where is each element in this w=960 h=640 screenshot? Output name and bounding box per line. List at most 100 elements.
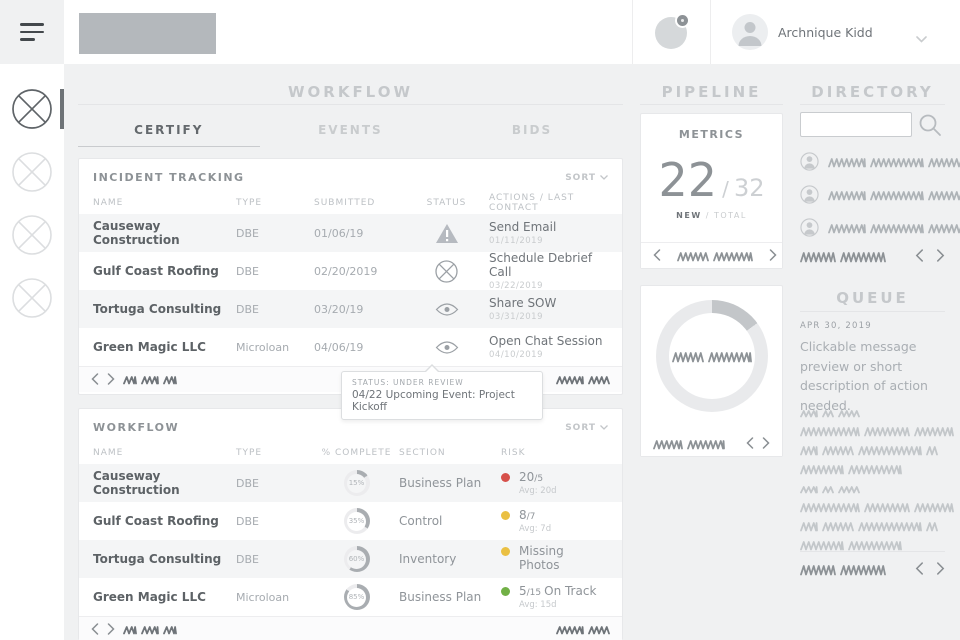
status-tooltip: STATUS: UNDER REVIEW 04/22 Upcoming Even… [341,364,543,420]
prev-page-icon[interactable] [653,246,661,265]
risk-value: 8 [519,508,527,522]
scribble-text [123,374,177,385]
sort-control[interactable]: SORT [565,423,608,433]
next-page-icon[interactable] [762,434,770,453]
queue-pagination [800,560,945,579]
tab-certify[interactable]: CERTIFY [78,123,260,147]
last-contact-date: 01/11/2019 [489,236,543,246]
company-name: Gulf Coast Roofing [93,514,219,528]
queue-section-title: QUEUE [836,289,909,307]
col-name: NAME [93,448,124,458]
directory-list-item[interactable] [800,218,960,237]
user-avatar[interactable] [732,14,768,50]
scribble-text [828,189,960,201]
table-row[interactable]: Tortuga Consulting DBE 60% Inventory Mis… [79,540,622,578]
person-icon [800,218,819,237]
progress-donut: 15% [343,470,370,496]
table-row[interactable]: Causeway Construction DBE 01/06/19 Send … [79,214,622,252]
prev-page-icon[interactable] [746,434,754,453]
sidebar-item-4-circle-x-icon[interactable] [11,277,53,319]
next-page-icon[interactable] [107,620,115,639]
scribble-text [556,374,610,385]
section-value: Business Plan [399,590,482,604]
action-link[interactable]: Open Chat Session [489,334,603,348]
queue-message-preview[interactable] [800,408,954,475]
scribble-text [653,438,725,450]
action-link[interactable]: Share SOW [489,296,557,310]
person-icon [738,22,762,46]
scribble-text [671,350,752,363]
directory-list-item[interactable] [800,152,960,171]
warning-triangle-icon[interactable] [414,223,479,244]
sidebar-item-1-circle-x-icon[interactable] [11,88,53,130]
search-input[interactable] [800,112,912,137]
company-name: Tortuga Consulting [93,552,222,566]
scribble-text [828,156,960,168]
submitted-date: 02/20/2019 [314,264,378,278]
company-name: Green Magic LLC [93,590,206,604]
directory-pagination [800,247,945,266]
scribble-text [677,250,753,262]
sidebar-item-3-circle-x-icon[interactable] [11,214,53,256]
top-bar: Archnique Kidd [0,0,960,64]
risk-dot [501,547,510,556]
action-link[interactable]: Send Email [489,220,557,234]
company-name: Causeway Construction [93,219,180,247]
metrics-labels: NEW / TOTAL [641,211,782,220]
last-contact-date: 03/31/2019 [489,312,543,322]
submitted-date: 04/06/19 [314,340,364,354]
card-title: INCIDENT TRACKING [93,171,245,184]
table-row[interactable]: Causeway Construction DBE 15% Business P… [79,464,622,502]
pagination-bar [641,242,782,268]
action-link[interactable]: Schedule Debrief Call [489,251,593,279]
hamburger-menu-icon[interactable] [0,0,64,64]
total-label: TOTAL [713,211,747,220]
risk-dot [501,473,510,482]
prev-page-icon[interactable] [91,620,99,639]
divider [800,104,945,105]
queue-message-preview[interactable]: Clickable message preview or short descr… [800,339,928,413]
eye-icon[interactable] [414,302,479,316]
user-name[interactable]: Archnique Kidd [778,24,873,40]
directory-section-title: DIRECTORY [811,83,934,101]
next-page-icon[interactable] [769,246,777,265]
column-headers: NAME TYPE SUBMITTED STATUS ACTIONS / LAS… [79,192,622,214]
scribble-text [123,624,177,635]
scribble-text [800,520,954,532]
table-row[interactable]: Gulf Coast Roofing DBE 35% Control 8/7 A… [79,502,622,540]
table-row[interactable]: Tortuga Consulting DBE 03/20/19 Share SO… [79,290,622,328]
chevron-down-icon[interactable] [916,28,927,47]
directory-list-item[interactable] [800,185,960,204]
table-row[interactable]: Gulf Coast Roofing DBE 02/20/2019 Schedu… [79,251,622,291]
company-name: Green Magic LLC [93,340,206,354]
type-value: DBE [236,476,259,490]
percent-label: 60% [347,549,366,569]
sort-control[interactable]: SORT [565,173,608,183]
queue-message-preview[interactable] [800,484,954,551]
next-page-icon[interactable] [936,247,945,266]
search-icon[interactable] [918,113,942,141]
divider [640,104,783,105]
type-value: DBE [236,514,259,528]
table-row[interactable]: Green Magic LLC Microloan 85% Business P… [79,578,622,616]
next-page-icon[interactable] [107,370,115,389]
tab-bids[interactable]: BIDS [511,123,553,137]
prev-page-icon[interactable] [91,370,99,389]
notifications-button[interactable] [655,13,690,49]
table-row[interactable]: Green Magic LLC Microloan 04/06/19 Open … [79,328,622,366]
section-value: Business Plan [399,476,482,490]
tab-bar: CERTIFY EVENTS BIDS [78,123,623,147]
next-page-icon[interactable] [936,560,945,579]
circle-x-icon[interactable] [414,259,479,283]
prev-page-icon[interactable] [915,560,924,579]
scribble-text [800,501,954,513]
section-value: Control [399,514,443,528]
separator: / [705,211,710,220]
sidebar-item-2-circle-x-icon[interactable] [11,151,53,193]
separator: / [722,177,729,201]
eye-icon[interactable] [414,340,479,354]
last-contact-date: 04/10/2019 [489,350,543,360]
topbar-divider [632,0,633,64]
prev-page-icon[interactable] [915,247,924,266]
tab-events[interactable]: EVENTS [318,123,383,137]
